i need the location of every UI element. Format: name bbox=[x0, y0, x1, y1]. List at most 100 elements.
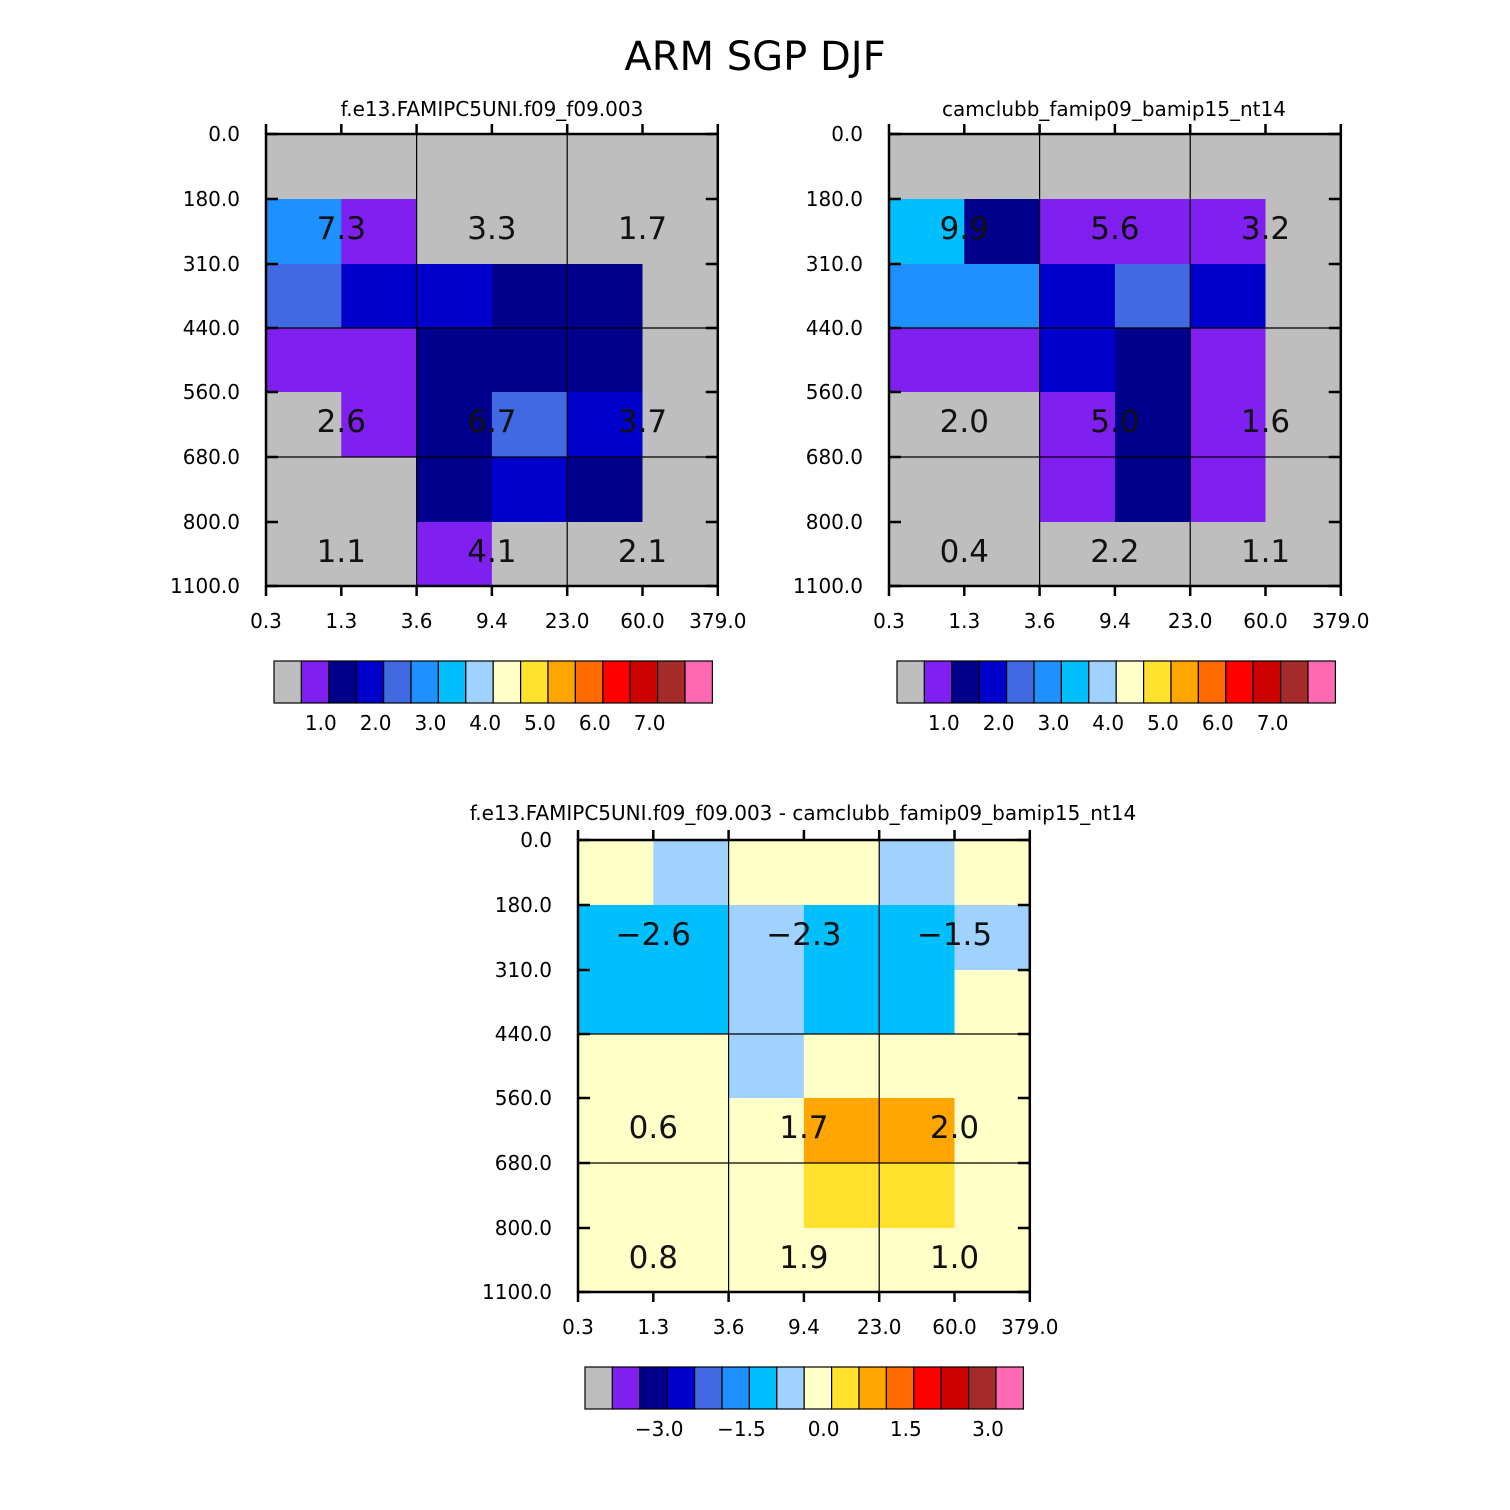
heatmap-cell bbox=[416, 392, 493, 458]
colorbar-label: 1.0 bbox=[305, 711, 337, 735]
group-total-label: 4.1 bbox=[467, 534, 516, 570]
colorbar-swatch bbox=[693, 1366, 723, 1410]
heatmap-cell bbox=[341, 264, 418, 329]
heatmap-cell bbox=[889, 199, 965, 265]
y-tick-label: 800.0 bbox=[806, 510, 863, 534]
heatmap-cell bbox=[578, 1228, 654, 1293]
heatmap-cell bbox=[491, 134, 568, 200]
heatmap-cell bbox=[1039, 264, 1116, 329]
x-tick-label: 379.0 bbox=[689, 609, 746, 633]
colorbar-swatch bbox=[967, 1366, 997, 1410]
colorbar-swatch bbox=[584, 1366, 613, 1410]
colorbar-swatch bbox=[666, 1366, 696, 1410]
group-total-label: −2.6 bbox=[616, 917, 691, 953]
y-tick-label: 180.0 bbox=[495, 893, 552, 917]
heatmap-cell bbox=[642, 264, 719, 329]
heatmap-cell bbox=[266, 522, 342, 587]
panel-control: f.e13.FAMIPC5UNI.f09_f09.003 0.0 180.0 310.… bbox=[170, 97, 746, 735]
x-tick-label: 1.3 bbox=[948, 609, 980, 633]
heatmap-cell bbox=[1114, 392, 1191, 458]
heatmap-cell bbox=[1190, 522, 1267, 587]
heatmap-cell bbox=[567, 134, 644, 200]
heatmap-cell bbox=[964, 328, 1041, 393]
heatmap-cell bbox=[642, 328, 719, 393]
heatmap-cell bbox=[642, 457, 719, 523]
heatmap-cell bbox=[653, 840, 730, 906]
heatmap-cell bbox=[728, 905, 805, 971]
heatmap-cell bbox=[1114, 328, 1191, 393]
colorbar-swatch bbox=[639, 1366, 668, 1410]
y-tick-label: 680.0 bbox=[495, 1151, 552, 1175]
heatmap-cell bbox=[803, 905, 880, 971]
heatmap-cell bbox=[653, 1163, 730, 1229]
group-total-label: 2.0 bbox=[930, 1110, 979, 1146]
y-tick-label: 440.0 bbox=[495, 1022, 552, 1046]
heatmap-cell bbox=[341, 328, 418, 393]
colorbar-swatch bbox=[410, 660, 439, 704]
heatmap-cell bbox=[266, 457, 342, 523]
heatmap-cell bbox=[728, 1034, 805, 1099]
colorbar-swatch bbox=[885, 1366, 915, 1410]
group-total-label: 3.7 bbox=[618, 404, 667, 440]
colorbar-swatch bbox=[1197, 660, 1227, 704]
colorbar-swatch bbox=[1225, 660, 1254, 704]
heatmap-cell bbox=[567, 328, 644, 393]
heatmap-cell bbox=[1190, 134, 1267, 200]
colorbar-label: 3.0 bbox=[1037, 711, 1069, 735]
y-tick-label: 560.0 bbox=[495, 1086, 552, 1110]
heatmap-cell bbox=[1190, 392, 1267, 458]
heatmap-cell bbox=[578, 1163, 654, 1229]
heatmap-cell bbox=[964, 199, 1041, 265]
heatmap-cell bbox=[491, 522, 568, 587]
heatmap-cell bbox=[889, 328, 965, 393]
colorbar-label: 2.0 bbox=[360, 711, 392, 735]
heatmap-cell bbox=[416, 522, 493, 587]
heatmap-cell bbox=[1190, 457, 1267, 523]
colorbar-swatch bbox=[1033, 660, 1062, 704]
x-tick-label: 0.3 bbox=[562, 1315, 594, 1339]
colorbar-label: 7.0 bbox=[634, 711, 666, 735]
heatmap-cell bbox=[341, 134, 418, 200]
heatmap-cell bbox=[728, 1163, 805, 1229]
colorbar-swatch bbox=[547, 660, 576, 704]
heatmap-cell bbox=[879, 970, 956, 1035]
heatmap-cell bbox=[964, 134, 1041, 200]
heatmap-cell bbox=[964, 264, 1041, 329]
group-total-label: 1.9 bbox=[779, 1240, 828, 1276]
heatmap-cell bbox=[578, 905, 654, 971]
heatmap-cell bbox=[1190, 264, 1267, 329]
colorbar-swatch bbox=[574, 660, 604, 704]
colorbar-swatch bbox=[684, 660, 713, 704]
heatmap-cell bbox=[889, 264, 965, 329]
heatmap-cell bbox=[578, 970, 654, 1035]
heatmap-cell bbox=[416, 264, 493, 329]
group-total-label: −1.5 bbox=[917, 917, 992, 953]
heatmap-cell bbox=[879, 1163, 956, 1229]
colorbar-swatch bbox=[923, 660, 953, 704]
heatmap-cell bbox=[491, 264, 568, 329]
heatmap-cell bbox=[1265, 134, 1342, 200]
heatmap-cell bbox=[1265, 457, 1342, 523]
x-tick-label: 9.4 bbox=[476, 609, 508, 633]
heatmap-cell bbox=[803, 1228, 880, 1293]
y-tick-label: 0.0 bbox=[208, 122, 240, 146]
colorbar-swatch bbox=[858, 1366, 887, 1410]
heatmap-cell bbox=[803, 970, 880, 1035]
heatmap-cell bbox=[803, 1034, 880, 1099]
colorbar-swatch bbox=[803, 1366, 833, 1410]
heatmap-cell bbox=[954, 840, 1031, 906]
heatmap-cell bbox=[266, 264, 342, 329]
heatmap-cell bbox=[416, 134, 493, 200]
group-total-label: 2.2 bbox=[1090, 534, 1139, 570]
colorbar-swatch bbox=[1307, 660, 1336, 704]
colorbar-label: 0.0 bbox=[808, 1417, 840, 1441]
x-tick-label: 60.0 bbox=[620, 609, 665, 633]
colorbar-label: −1.5 bbox=[717, 1417, 766, 1441]
heatmap-cell bbox=[341, 392, 418, 458]
y-tick-label: 440.0 bbox=[806, 316, 863, 340]
x-tick-label: 0.3 bbox=[873, 609, 905, 633]
y-tick-label: 680.0 bbox=[806, 445, 863, 469]
heatmap-cell bbox=[1039, 134, 1116, 200]
heatmap-cell bbox=[954, 1228, 1031, 1293]
